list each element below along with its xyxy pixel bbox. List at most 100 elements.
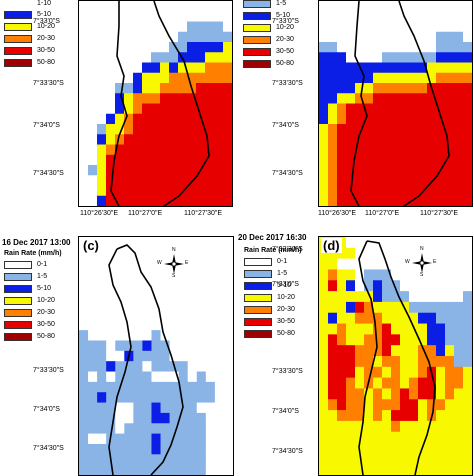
legend-label: 5-10 — [37, 11, 52, 18]
panel-d-label: (d) — [321, 238, 342, 253]
rain-cell — [373, 280, 383, 292]
rain-cell — [391, 175, 401, 186]
rain-cell — [160, 31, 170, 43]
rain-cell — [88, 11, 98, 22]
rain-cell — [124, 464, 134, 475]
rain-cell — [445, 134, 455, 145]
rain-cell — [223, 278, 233, 290]
rain-cell — [328, 442, 338, 454]
legend-label: 20-30 — [37, 35, 55, 42]
rain-cell — [142, 83, 152, 94]
legend-label: 1-10 — [37, 0, 52, 7]
rain-cell — [400, 334, 410, 346]
rain-cell — [88, 423, 98, 435]
rain-cell — [355, 154, 365, 166]
rain-cell — [97, 371, 107, 383]
rain-cell — [124, 93, 134, 104]
rain-cell — [346, 410, 356, 422]
rain-cell — [151, 340, 162, 352]
rain-cell — [124, 62, 134, 74]
rain-cell — [214, 392, 225, 404]
rain-cell — [214, 21, 224, 33]
rain-cell — [178, 237, 189, 248]
rain-cell — [463, 52, 472, 63]
rain-cell — [391, 11, 401, 22]
legend-label: 0-1 — [37, 261, 48, 268]
rain-cell — [115, 412, 125, 424]
rain-cell — [454, 52, 464, 63]
rain-cell — [382, 93, 392, 104]
rain-cell — [355, 345, 365, 357]
rain-cell — [223, 247, 233, 259]
rain-cell — [400, 237, 410, 249]
rain-cell — [133, 134, 143, 145]
rain-cell — [106, 412, 116, 424]
rain-cell — [196, 175, 206, 186]
rain-cell — [391, 356, 401, 368]
rain-cell — [187, 103, 197, 115]
rain-cell — [418, 195, 428, 206]
rain-cell — [454, 269, 464, 281]
rain-cell — [160, 72, 170, 84]
rain-cell — [151, 288, 162, 300]
rain-cell — [427, 399, 437, 411]
rain-cell — [187, 31, 197, 43]
rain-cell — [427, 103, 437, 115]
rain-cell — [364, 154, 374, 166]
rain-cell — [214, 113, 224, 125]
rain-cell — [196, 113, 206, 125]
rain-cell — [79, 330, 89, 341]
rain-cell — [364, 431, 374, 444]
rain-cell — [463, 247, 472, 260]
rain-cell — [223, 309, 233, 321]
rain-cell — [436, 431, 446, 444]
rain-cell — [223, 175, 232, 186]
rain-cell — [409, 366, 419, 379]
rain-cell — [151, 144, 161, 156]
rain-cell — [223, 464, 233, 475]
rain-cell — [124, 52, 134, 63]
rain-cell — [124, 299, 134, 310]
rain-cell — [151, 371, 162, 383]
rain-cell — [418, 124, 428, 135]
rain-cell — [445, 72, 455, 84]
rain-cell — [205, 103, 215, 115]
rain-cell — [436, 195, 446, 206]
rain-cell — [106, 309, 116, 321]
rain-cell — [205, 175, 215, 186]
axis-tick-label: 7°34'0"S — [33, 406, 60, 413]
rain-cell — [88, 381, 98, 393]
rain-cell — [142, 175, 152, 186]
rain-cell — [400, 453, 410, 465]
rain-cell — [115, 144, 125, 156]
rain-cell — [436, 388, 446, 400]
rain-cell — [445, 464, 455, 475]
rain-cell — [151, 257, 162, 269]
rain-cell — [355, 464, 365, 475]
rain-cell — [115, 361, 125, 373]
rain-cell — [319, 323, 329, 335]
rain-cell — [409, 399, 419, 411]
rain-cell — [214, 309, 225, 321]
rain-cell — [133, 165, 143, 176]
rain-cell — [223, 319, 233, 331]
rain-cell — [106, 124, 116, 135]
rain-cell — [124, 154, 134, 166]
rain-cell — [115, 72, 125, 84]
rain-cell — [409, 124, 419, 135]
rain-cell — [373, 334, 383, 346]
rain-cell — [427, 247, 437, 260]
rain-cell — [196, 21, 206, 33]
rain-cell — [382, 103, 392, 115]
rain-cell — [427, 312, 437, 325]
rain-cell — [178, 350, 189, 362]
rain-cell — [106, 175, 116, 186]
rain-cell — [142, 154, 152, 166]
axis-tick-label: 110°27'0"E — [365, 210, 400, 217]
rain-cell — [187, 72, 197, 84]
rain-cell — [355, 312, 365, 325]
rain-cell — [400, 165, 410, 176]
watershed-boundary — [108, 244, 184, 475]
rain-cell — [346, 93, 356, 104]
